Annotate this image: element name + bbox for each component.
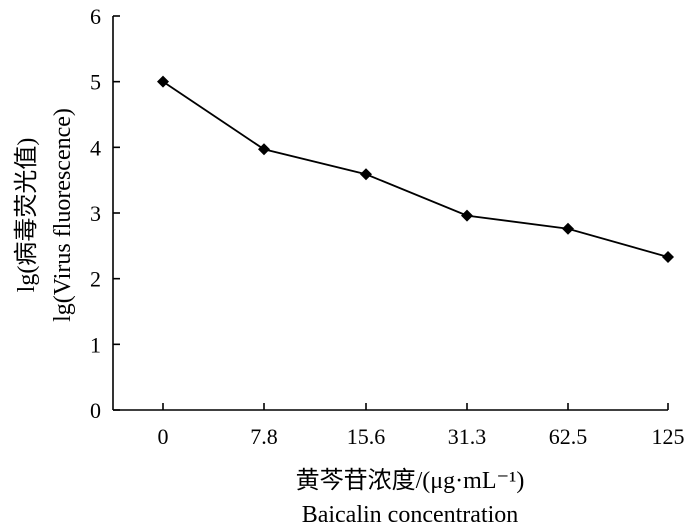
x-tick-label: 31.3 xyxy=(448,424,487,449)
x-tick-label: 7.8 xyxy=(250,424,278,449)
x-tick-label: 62.5 xyxy=(549,424,588,449)
y-tick-label: 2 xyxy=(90,267,101,292)
y-ticks: 0 1 2 3 4 5 6 xyxy=(90,4,120,423)
data-point-marker xyxy=(360,168,372,181)
y-tick-label: 1 xyxy=(90,332,101,357)
y-tick-label: 5 xyxy=(90,70,101,95)
series-group xyxy=(157,75,674,263)
x-ticks: 0 7.8 15.6 31.3 62.5 125 xyxy=(158,403,685,449)
y-axis-title: lg(病毒荧光值) lg(Virus fluorescence) xyxy=(13,108,76,322)
axes xyxy=(112,16,668,411)
data-point-marker xyxy=(157,75,169,88)
x-tick-label: 0 xyxy=(158,424,169,449)
x-axis-title-line-2: Baicalin concentration xyxy=(302,502,519,528)
y-tick-label: 3 xyxy=(90,201,101,226)
data-point-marker xyxy=(461,209,473,222)
x-axis-title: 黄芩苷浓度/(μg·mL⁻¹) Baicalin concentration xyxy=(296,467,525,528)
data-point-marker xyxy=(258,143,270,156)
y-axis-title-line-1: lg(病毒荧光值) xyxy=(13,138,40,293)
y-axis-title-line-2: lg(Virus fluorescence) xyxy=(50,108,76,322)
series-line xyxy=(162,80,669,258)
y-tick-label: 0 xyxy=(90,398,101,423)
data-point-marker xyxy=(662,250,674,263)
data-point-marker xyxy=(562,222,574,235)
y-tick-label: 6 xyxy=(90,4,101,29)
x-axis-title-line-1: 黄芩苷浓度/(μg·mL⁻¹) xyxy=(296,467,525,494)
x-tick-label: 15.6 xyxy=(347,424,386,449)
x-tick-label: 125 xyxy=(652,424,685,449)
y-tick-label: 4 xyxy=(90,135,101,160)
